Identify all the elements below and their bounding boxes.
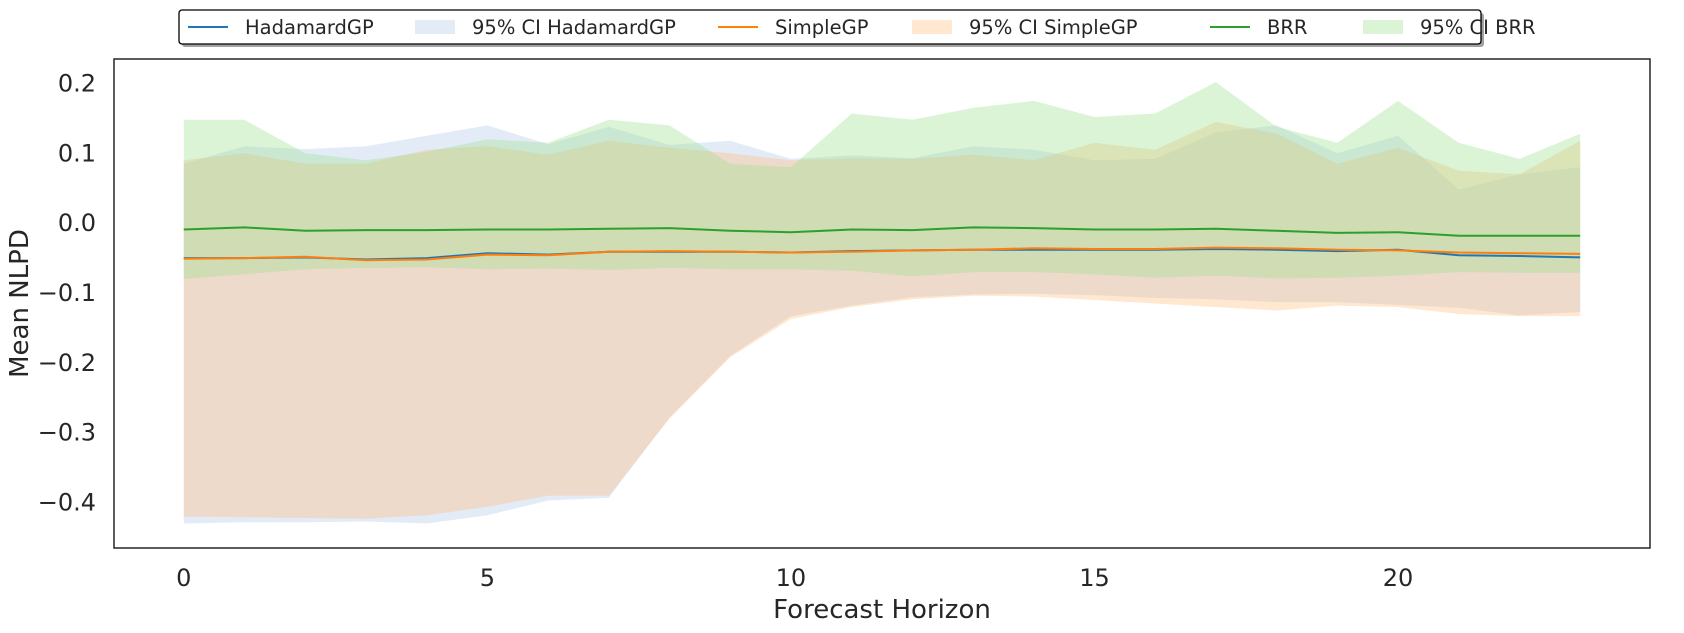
legend-label: 95% CI HadamardGP xyxy=(472,16,676,39)
y-tick-label: −0.4 xyxy=(38,489,96,517)
legend-swatch-band xyxy=(1363,20,1403,34)
legend-label: 95% CI BRR xyxy=(1420,16,1536,39)
mean-line-1 xyxy=(183,246,1581,262)
y-tick-labels: −0.4 −0.3 −0.2 −0.1 0.0 0.1 0.2 xyxy=(38,69,96,516)
y-tick-label: 0.0 xyxy=(58,209,96,237)
ci-bands xyxy=(183,82,1581,524)
legend-label: SimpleGP xyxy=(775,16,869,39)
x-tick-label: 15 xyxy=(1079,564,1110,592)
ci-band-1 xyxy=(183,121,1581,519)
mean-line-2 xyxy=(183,226,1581,237)
legend-label: 95% CI SimpleGP xyxy=(969,16,1138,39)
legend-frame xyxy=(178,9,1482,45)
y-tick-label: 0.2 xyxy=(58,69,96,97)
y-tick-label: −0.1 xyxy=(38,279,96,307)
y-tick-label: 0.1 xyxy=(58,139,96,167)
x-tick-label: 20 xyxy=(1383,564,1414,592)
x-tick-label: 5 xyxy=(480,564,495,592)
legend-swatch-band xyxy=(912,20,952,34)
x-tick-label: 10 xyxy=(776,564,807,592)
legend-items: HadamardGP 95% CI HadamardGP SimpleGP 95% C… xyxy=(188,16,1536,39)
legend-swatch-band xyxy=(415,20,455,34)
legend-label: HadamardGP xyxy=(245,16,374,39)
x-axis-title: Forecast Horizon xyxy=(773,595,991,625)
ci-band-0 xyxy=(183,125,1581,524)
y-axis-title: Mean NLPD xyxy=(5,229,35,378)
legend: HadamardGP 95% CI HadamardGP SimpleGP 95% C… xyxy=(178,9,1536,47)
mean-lines xyxy=(183,226,1581,262)
x-tick-labels: 0 5 10 15 20 xyxy=(176,564,1413,592)
legend-label: BRR xyxy=(1267,16,1307,39)
y-tick-label: −0.2 xyxy=(38,349,96,377)
x-tick-label: 0 xyxy=(176,564,191,592)
axes-frame xyxy=(113,58,1651,549)
y-tick-label: −0.3 xyxy=(38,419,96,447)
